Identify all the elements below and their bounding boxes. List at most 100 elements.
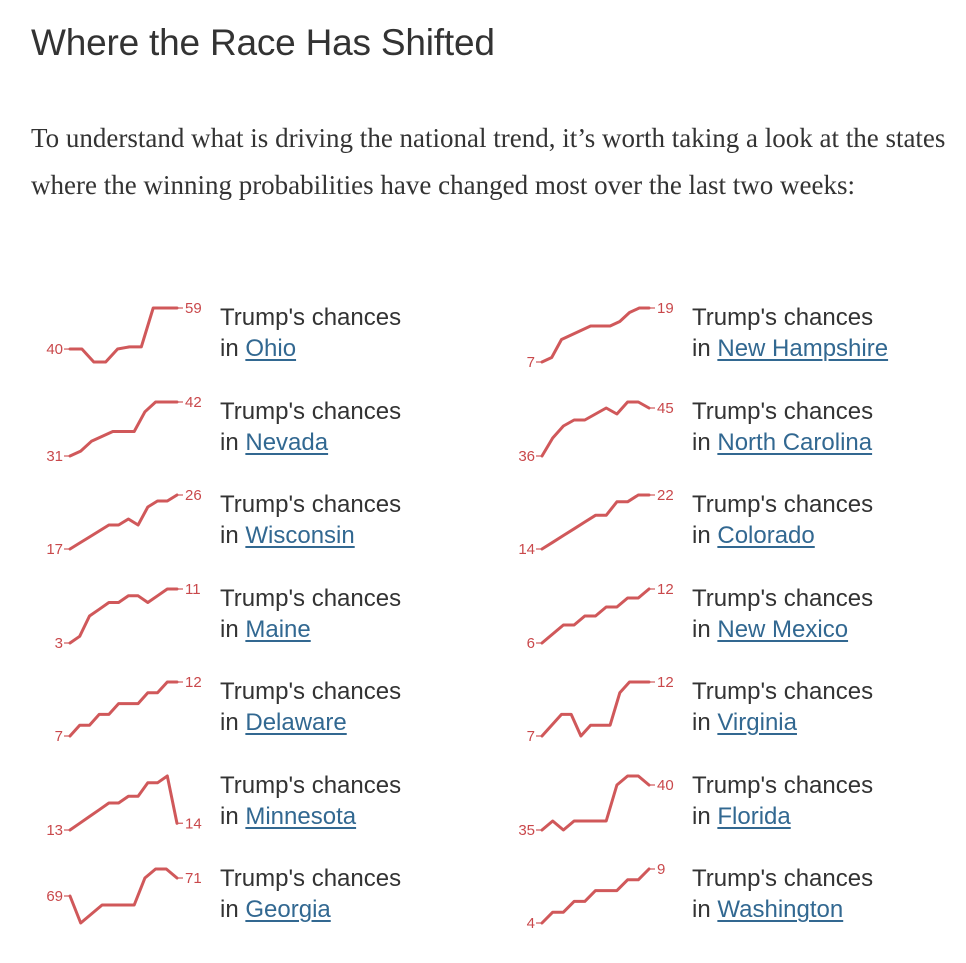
start-value-label: 4 xyxy=(527,915,535,932)
caption: Trump's chances in Virginia xyxy=(692,676,873,738)
sparkline-path xyxy=(68,774,179,831)
caption: Trump's chances in Nevada xyxy=(220,396,401,458)
end-value-label: 45 xyxy=(657,400,674,417)
caption-state-line: in Virginia xyxy=(692,707,873,738)
state-item-georgia: 69 71 Trump's chances in Georgia xyxy=(22,857,492,950)
caption-in: in xyxy=(220,802,246,830)
caption-prefix: Trump's chances xyxy=(692,397,874,425)
caption-state-line: in New Mexico xyxy=(692,614,873,645)
sparkline-path xyxy=(540,680,651,738)
state-item-virginia: 7 12 Trump's chances in Virginia xyxy=(494,670,964,763)
end-value-label: 40 xyxy=(657,777,674,794)
state-link-virginia[interactable]: Virginia xyxy=(717,709,797,736)
state-link-delaware[interactable]: Delaware xyxy=(245,709,347,736)
state-link-new-mexico[interactable]: New Mexico xyxy=(717,615,849,643)
sparkline-new-mexico: 6 12 xyxy=(527,581,674,652)
sparkline-virginia: 7 12 xyxy=(527,674,674,745)
caption-in: in xyxy=(220,335,246,362)
caption-state-line: in Georgia xyxy=(220,894,401,925)
start-value-label: 69 xyxy=(46,888,63,905)
caption: Trump's chances in Wisconsin xyxy=(220,489,401,551)
state-link-colorado[interactable]: Colorado xyxy=(717,522,815,549)
caption-in: in xyxy=(220,615,246,643)
state-link-maine[interactable]: Maine xyxy=(245,615,311,643)
sparkline-north-carolina: 36 45 xyxy=(518,400,674,465)
sparkline-path xyxy=(540,306,651,364)
start-value-label: 13 xyxy=(46,822,63,839)
state-link-new-hampshire[interactable]: New Hampshire xyxy=(717,335,889,362)
end-value-label: 42 xyxy=(185,394,202,411)
state-link-georgia[interactable]: Georgia xyxy=(245,896,331,923)
state-link-ohio[interactable]: Ohio xyxy=(245,335,297,362)
caption-state-line: in Florida xyxy=(692,801,873,832)
end-value-label: 71 xyxy=(185,870,202,887)
start-value-label: 40 xyxy=(46,341,63,358)
caption-prefix: Trump's chances xyxy=(692,491,874,518)
state-link-washington[interactable]: Washington xyxy=(717,896,844,923)
caption-state-line: in Delaware xyxy=(220,707,401,738)
start-value-label: 7 xyxy=(527,728,535,745)
state-item-nevada: 31 42 Trump's chances in Nevada xyxy=(22,390,492,483)
sparkline-path xyxy=(68,306,179,364)
caption: Trump's chances in Florida xyxy=(692,770,873,832)
state-link-nevada[interactable]: Nevada xyxy=(245,428,329,456)
caption-in: in xyxy=(220,709,246,736)
sparkline-florida: 35 40 xyxy=(518,774,674,839)
caption-in: in xyxy=(692,802,718,830)
start-value-label: 7 xyxy=(527,354,535,371)
sparkline-maine: 3 11 xyxy=(55,581,201,652)
end-value-label: 22 xyxy=(657,487,674,504)
sparkline-ohio: 40 59 xyxy=(46,300,202,364)
state-item-wisconsin: 17 26 Trump's chances in Wisconsin xyxy=(22,483,492,576)
state-item-north-carolina: 36 45 Trump's chances in North Carolina xyxy=(494,390,964,483)
caption-prefix: Trump's chances xyxy=(692,865,874,892)
state-item-minnesota: 13 14 Trump's chances in Minnesota xyxy=(22,764,492,857)
sparkline-delaware: 7 12 xyxy=(55,674,202,745)
caption-state-line: in Nevada xyxy=(220,427,401,458)
page-title: Where the Race Has Shifted xyxy=(31,22,495,63)
caption-in: in xyxy=(692,428,718,456)
caption-state-line: in Maine xyxy=(220,614,401,645)
caption-prefix: Trump's chances xyxy=(220,397,402,425)
start-value-label: 7 xyxy=(55,728,63,745)
caption-state-line: in Wisconsin xyxy=(220,520,401,551)
state-item-new-mexico: 6 12 Trump's chances in New Mexico xyxy=(494,577,964,670)
end-value-label: 9 xyxy=(657,861,665,878)
state-item-new-hampshire: 7 19 Trump's chances in New Hampshire xyxy=(494,296,964,389)
state-item-delaware: 7 12 Trump's chances in Delaware xyxy=(22,670,492,763)
end-value-label: 12 xyxy=(185,674,202,691)
caption: Trump's chances in Washington xyxy=(692,863,873,925)
sparkline-path xyxy=(68,400,179,457)
sparkline-washington: 49 xyxy=(527,861,666,932)
caption-state-line: in Minnesota xyxy=(220,801,401,832)
sparkline-nevada: 31 42 xyxy=(46,394,202,465)
state-link-florida[interactable]: Florida xyxy=(717,802,791,830)
end-value-label: 26 xyxy=(185,487,202,504)
caption-state-line: in Ohio xyxy=(220,333,401,364)
state-item-maine: 3 11 Trump's chances in Maine xyxy=(22,577,492,670)
state-link-minnesota[interactable]: Minnesota xyxy=(245,802,357,830)
caption: Trump's chances in Ohio xyxy=(220,302,401,364)
start-value-label: 31 xyxy=(46,448,63,465)
sparkline-minnesota: 13 14 xyxy=(46,774,202,839)
caption-in: in xyxy=(220,896,246,923)
caption-prefix: Trump's chances xyxy=(692,304,874,331)
end-value-label: 11 xyxy=(185,581,201,598)
caption-prefix: Trump's chances xyxy=(220,491,402,518)
state-item-florida: 35 40 Trump's chances in Florida xyxy=(494,764,964,857)
caption-state-line: in Washington xyxy=(692,894,873,925)
caption: Trump's chances in North Carolina xyxy=(692,396,873,458)
caption-prefix: Trump's chances xyxy=(220,584,402,612)
end-value-label: 12 xyxy=(657,674,674,691)
start-value-label: 35 xyxy=(518,822,535,839)
intro-paragraph: To understand what is driving the nation… xyxy=(31,123,946,200)
caption-state-line: in New Hampshire xyxy=(692,333,888,364)
caption: Trump's chances in Maine xyxy=(220,583,401,645)
state-link-wisconsin[interactable]: Wisconsin xyxy=(245,522,355,549)
caption-prefix: Trump's chances xyxy=(220,678,402,705)
state-link-north-carolina[interactable]: North Carolina xyxy=(717,428,873,456)
state-item-colorado: 14 22 Trump's chances in Colorado xyxy=(494,483,964,576)
sparkline-path xyxy=(540,774,651,831)
state-item-ohio: 40 59 Trump's chances in Ohio xyxy=(22,296,492,389)
